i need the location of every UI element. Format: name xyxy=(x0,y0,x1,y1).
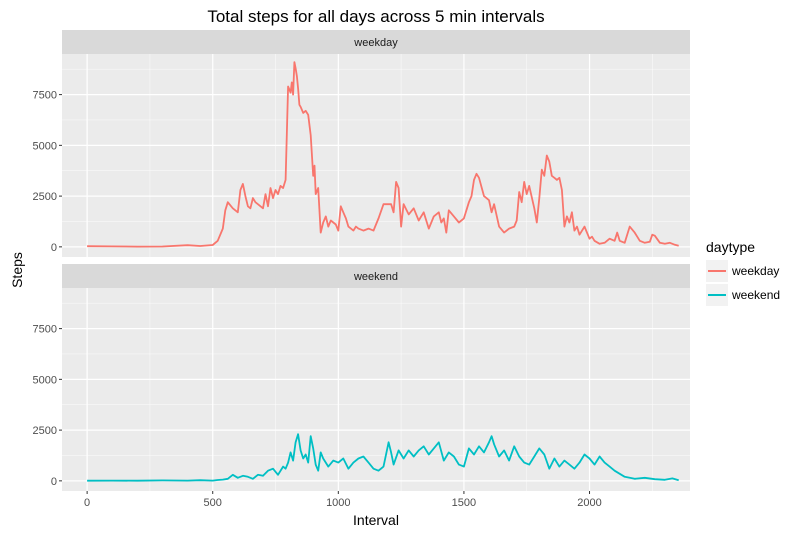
panel-weekday: weekday 0 2500 5000 7500 xyxy=(33,30,690,257)
x-tick-label: 500 xyxy=(204,497,222,509)
legend-items: weekday weekend xyxy=(706,260,780,306)
strip-weekday xyxy=(62,30,690,54)
strip-label-weekday: weekday xyxy=(353,37,398,49)
panel-background-weekend xyxy=(62,288,690,491)
legend-item-weekend: weekend xyxy=(706,284,780,306)
y-tick-label: 7500 xyxy=(33,324,57,336)
x-tick-label: 1500 xyxy=(452,497,476,509)
y-tick-label: 5000 xyxy=(33,140,57,152)
x-axis-title: Interval xyxy=(353,512,399,528)
x-axis: 0 500 1000 1500 2000 xyxy=(84,491,602,509)
legend-label-weekend: weekend xyxy=(731,288,780,302)
x-tick-label: 2000 xyxy=(577,497,601,509)
legend: daytype weekday weekend xyxy=(706,239,780,306)
x-tick-label: 0 xyxy=(84,497,90,509)
legend-label-weekday: weekday xyxy=(731,264,779,278)
strip-weekend xyxy=(62,264,690,288)
x-tick-label: 1000 xyxy=(326,497,350,509)
panels: weekday 0 2500 5000 7500 weekend 0 2500 5000 7500 xyxy=(33,30,690,491)
y-axis-title: Steps xyxy=(9,252,25,288)
chart-title: Total steps for all days across 5 min in… xyxy=(207,7,544,26)
y-tick-label: 0 xyxy=(51,476,57,488)
y-tick-label: 7500 xyxy=(33,90,57,102)
y-tick-label: 2500 xyxy=(33,425,57,437)
y-tick-label: 2500 xyxy=(33,191,57,203)
panel-weekend: weekend 0 2500 5000 7500 xyxy=(33,264,690,491)
y-tick-label: 0 xyxy=(51,242,57,254)
series-line-weekend xyxy=(87,433,679,482)
legend-item-weekday: weekday xyxy=(706,260,779,282)
strip-label-weekend: weekend xyxy=(353,271,398,283)
series-line-weekday xyxy=(87,61,679,248)
y-tick-label: 5000 xyxy=(33,374,57,386)
legend-title: daytype xyxy=(706,239,755,255)
